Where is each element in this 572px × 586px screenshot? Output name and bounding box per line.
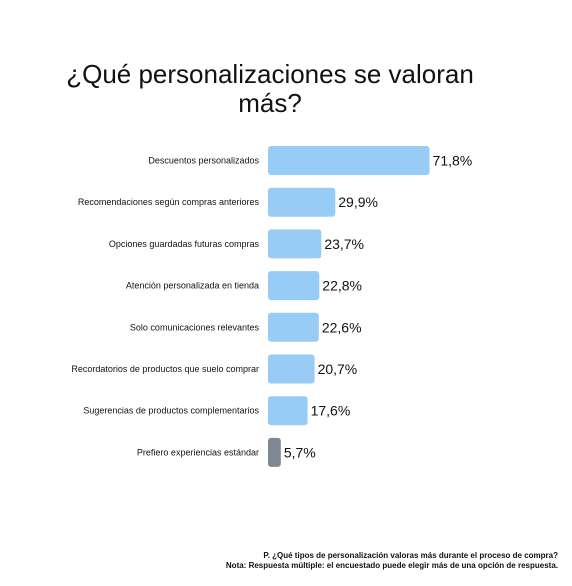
footnote-question: P. ¿Qué tipos de personalización valoras… bbox=[263, 551, 558, 560]
bar bbox=[268, 229, 322, 259]
bar bbox=[268, 396, 308, 426]
category-label: Descuentos personalizados bbox=[148, 156, 259, 166]
value-label: 5,7% bbox=[284, 444, 316, 460]
value-label: 71,8% bbox=[433, 153, 473, 169]
chart-title: ¿Qué personalizaciones se valoran más? bbox=[66, 59, 474, 118]
bar bbox=[268, 354, 315, 384]
category-label: Atención personalizada en tienda bbox=[126, 281, 259, 291]
bar bbox=[268, 187, 336, 217]
category-label: Recomendaciones según compras anteriores bbox=[78, 197, 260, 207]
bar bbox=[268, 146, 430, 175]
bar bbox=[268, 312, 319, 342]
category-label: Prefiero experiencias estándar bbox=[137, 447, 259, 457]
bar bbox=[268, 437, 281, 467]
category-label: Opciones guardadas futuras compras bbox=[109, 239, 260, 249]
bar bbox=[268, 271, 320, 301]
category-label: Recordatorios de productos que suelo com… bbox=[71, 364, 259, 374]
value-label: 23,7% bbox=[324, 236, 364, 252]
category-label: Solo comunicaciones relevantes bbox=[130, 322, 260, 332]
value-label: 20,7% bbox=[318, 361, 358, 377]
value-label: 29,9% bbox=[338, 194, 378, 210]
value-label: 22,8% bbox=[322, 278, 362, 294]
value-label: 22,6% bbox=[322, 319, 362, 335]
footnote-note: Nota: Respuesta múltiple: el encuestado … bbox=[225, 561, 558, 570]
value-label: 17,6% bbox=[311, 403, 351, 419]
category-label: Sugerencias de productos complementarios bbox=[83, 406, 259, 416]
footnote: P. ¿Qué tipos de personalización valoras… bbox=[226, 551, 558, 571]
